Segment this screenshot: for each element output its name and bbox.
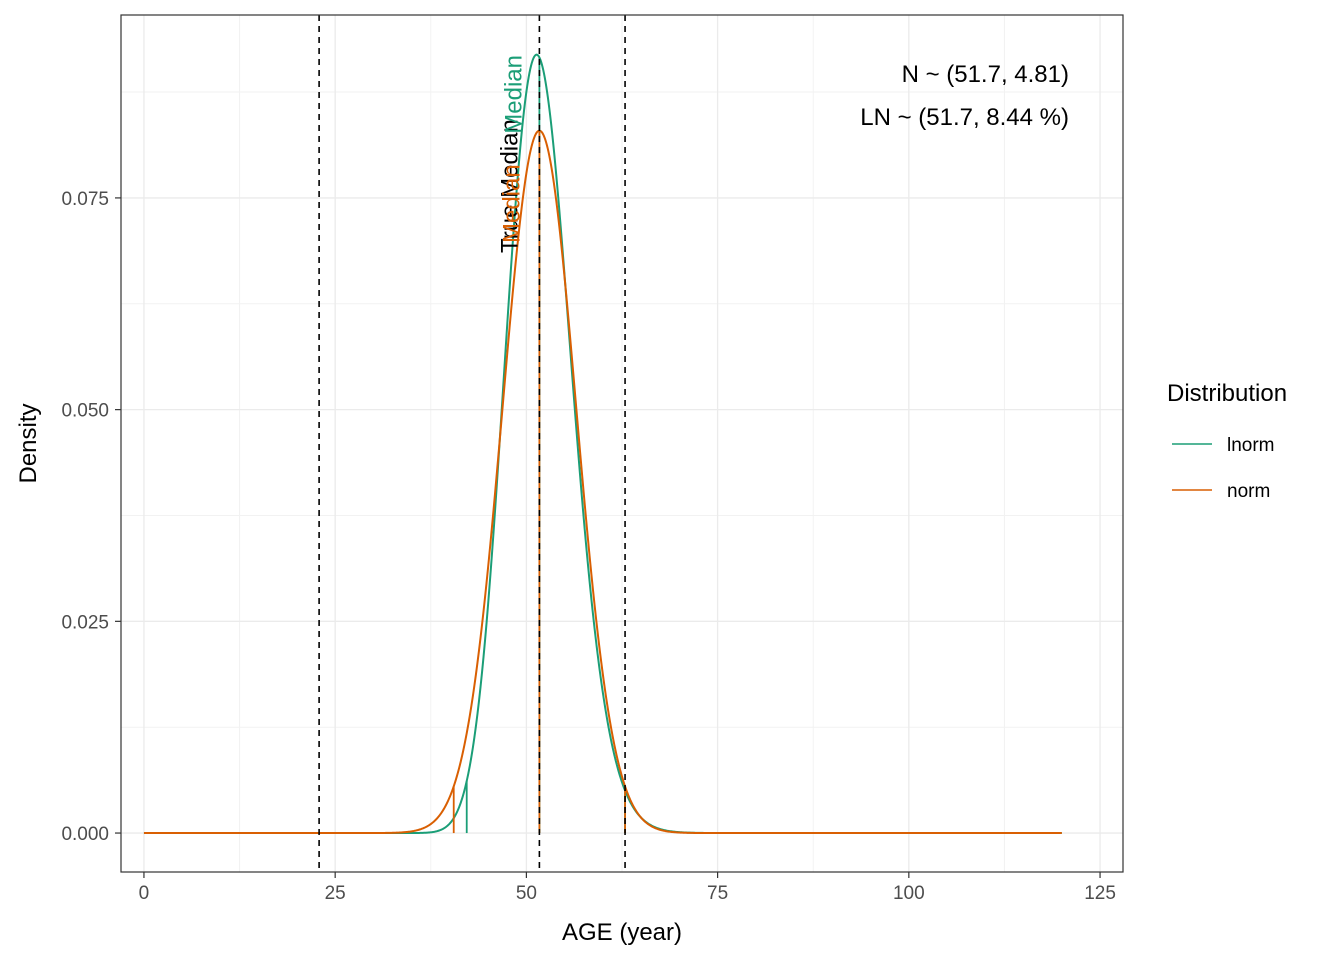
x-tick-label: 125: [1084, 883, 1116, 904]
x-axis-title: AGE (year): [562, 919, 682, 946]
y-tick-label: 0.050: [61, 401, 109, 422]
y-tick-label: 0.075: [61, 189, 109, 210]
major-gridlines: [121, 15, 1123, 872]
legend-label-norm: norm: [1227, 481, 1270, 502]
x-tick-label: 100: [893, 883, 925, 904]
true-median-label: True Median: [496, 119, 523, 253]
x-tick-label: 0: [139, 883, 150, 904]
y-axis-title: Density: [15, 403, 42, 483]
legend: Distribution lnorm norm: [1167, 380, 1287, 502]
y-tick-label: 0.025: [61, 612, 109, 633]
y-axis-ticks: 0.000 0.025 0.050 0.075: [61, 189, 121, 845]
x-tick-label: 75: [707, 883, 728, 904]
plot-panel-border: [120, 14, 1124, 873]
lognormal-params-annotation: LN ~ (51.7, 8.44 %): [860, 104, 1069, 131]
norm-median-label: Median: [498, 164, 525, 243]
legend-title: Distribution: [1167, 380, 1287, 407]
x-tick-label: 25: [325, 883, 346, 904]
y-tick-label: 0.000: [61, 824, 109, 845]
density-curve-norm: [143, 129, 1062, 835]
lnorm-median-label: Median: [500, 55, 527, 134]
density-curves: [143, 53, 1062, 835]
minor-gridlines: [121, 15, 1123, 872]
x-tick-label: 50: [516, 883, 537, 904]
normal-params-annotation: N ~ (51.7, 4.81): [902, 61, 1069, 88]
x-axis-ticks: 0 25 50 75 100 125: [139, 872, 1116, 904]
legend-label-lnorm: lnorm: [1227, 435, 1275, 456]
density-curve-lnorm: [143, 53, 1062, 835]
